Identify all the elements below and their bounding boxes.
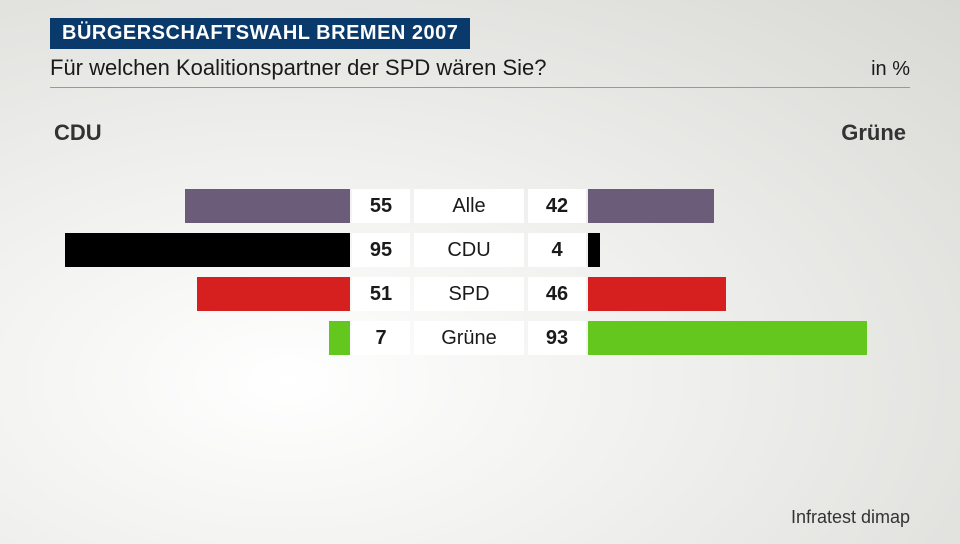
header: BÜRGERSCHAFTSWAHL BREMEN 2007 Für welche… [50, 18, 910, 88]
bar-right-container [588, 277, 888, 311]
source-label: Infratest dimap [791, 507, 910, 528]
value-right: 4 [528, 233, 586, 267]
value-left: 95 [352, 233, 410, 267]
subtitle-row: Für welchen Koalitionspartner der SPD wä… [50, 55, 910, 88]
bar-right [588, 277, 726, 311]
value-right: 46 [528, 277, 586, 311]
right-header: Grüne [841, 120, 906, 146]
bar-left-container [50, 233, 350, 267]
value-left: 7 [352, 321, 410, 355]
bar-right [588, 321, 867, 355]
bar-right-container [588, 233, 888, 267]
bar-left [185, 189, 350, 223]
rows-container: 55Alle4295CDU451SPD467Grüne93 [50, 186, 910, 358]
value-right: 42 [528, 189, 586, 223]
unit-label: in % [871, 58, 910, 81]
bar-right [588, 189, 714, 223]
bar-left [329, 321, 350, 355]
side-labels: CDU Grüne [50, 120, 910, 146]
category-label: Alle [414, 189, 524, 223]
category-label: CDU [414, 233, 524, 267]
bar-right-container [588, 321, 888, 355]
title-bar: BÜRGERSCHAFTSWAHL BREMEN 2007 [50, 18, 470, 49]
bar-left [65, 233, 350, 267]
table-row: 51SPD46 [50, 274, 910, 314]
category-label: SPD [414, 277, 524, 311]
table-row: 7Grüne93 [50, 318, 910, 358]
bar-left-container [50, 321, 350, 355]
bar-right-container [588, 189, 888, 223]
value-left: 55 [352, 189, 410, 223]
category-label: Grüne [414, 321, 524, 355]
value-right: 93 [528, 321, 586, 355]
left-header: CDU [54, 120, 102, 146]
chart-area: CDU Grüne 55Alle4295CDU451SPD467Grüne93 [50, 120, 910, 484]
bar-right [588, 233, 600, 267]
bar-left-container [50, 277, 350, 311]
bar-left [197, 277, 350, 311]
bar-left-container [50, 189, 350, 223]
table-row: 95CDU4 [50, 230, 910, 270]
value-left: 51 [352, 277, 410, 311]
table-row: 55Alle42 [50, 186, 910, 226]
subtitle: Für welchen Koalitionspartner der SPD wä… [50, 55, 546, 81]
